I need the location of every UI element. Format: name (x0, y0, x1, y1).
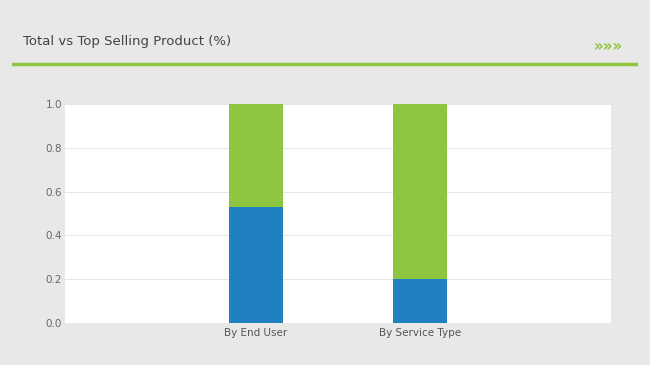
Bar (393, 279, 447, 323)
Legend: Rest of the Product, Testing Services, Rest of the End User, Medical Device Manu: Rest of the Product, Testing Services, R… (69, 362, 607, 365)
Bar (229, 104, 283, 207)
Bar (229, 207, 283, 323)
Text: Total vs Top Selling Product (%): Total vs Top Selling Product (%) (23, 35, 231, 49)
Bar (393, 104, 447, 279)
Text: »»»: »»» (593, 39, 623, 54)
